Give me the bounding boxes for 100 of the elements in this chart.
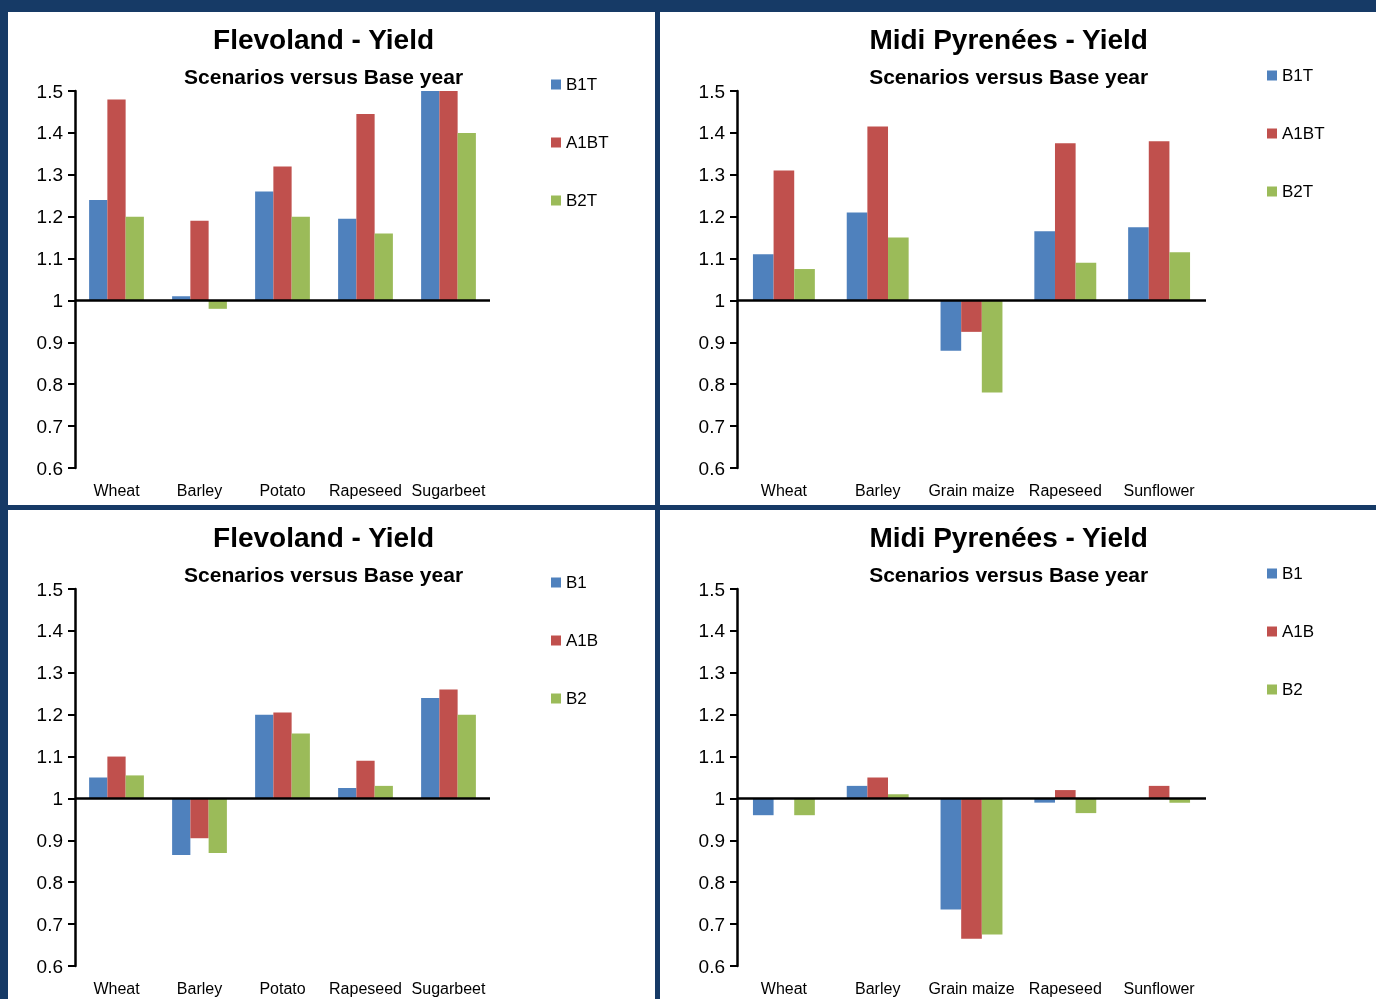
x-tick-label: Wheat bbox=[93, 481, 141, 499]
x-tick-label: Wheat bbox=[93, 979, 141, 997]
y-tick-label: 0.6 bbox=[698, 955, 725, 977]
y-tick-label: 1.3 bbox=[698, 164, 725, 186]
y-tick-label: 1.1 bbox=[36, 248, 63, 270]
y-tick-label: 1.5 bbox=[36, 578, 63, 600]
bar bbox=[1148, 141, 1170, 301]
legend-label: A1B bbox=[1282, 622, 1315, 641]
x-tick-label: Barley bbox=[855, 481, 901, 499]
x-tick-label: Sunflower bbox=[1123, 481, 1196, 499]
chart-subtitle: Scenarios versus Base year bbox=[184, 65, 464, 88]
bar bbox=[1128, 227, 1149, 301]
y-tick-label: 1.2 bbox=[698, 704, 725, 726]
bar bbox=[125, 216, 144, 301]
x-tick-label: Barley bbox=[176, 979, 223, 997]
y-tick-label: 0.7 bbox=[698, 913, 725, 935]
y-tick-label: 1.4 bbox=[698, 122, 726, 144]
bar bbox=[208, 798, 227, 853]
y-tick-label: 1.1 bbox=[36, 746, 63, 768]
bar bbox=[291, 733, 310, 799]
y-tick-label: 1.5 bbox=[698, 578, 725, 600]
y-tick-label: 1.2 bbox=[698, 206, 725, 228]
y-tick-label: 0.8 bbox=[36, 871, 63, 893]
x-tick-label: Rapeseed bbox=[1028, 979, 1102, 997]
x-tick-label: Grain maize bbox=[928, 979, 1015, 997]
y-tick-label: 1.3 bbox=[698, 662, 725, 684]
chart-title: Midi Pyrenées - Yield bbox=[869, 23, 1148, 55]
legend-label: A1BT bbox=[566, 133, 609, 152]
bar bbox=[255, 191, 274, 301]
y-tick-label: 0.6 bbox=[36, 955, 63, 977]
y-tick-label: 1.2 bbox=[36, 704, 63, 726]
bar bbox=[89, 777, 108, 799]
chart-title: Midi Pyrenées - Yield bbox=[869, 521, 1148, 553]
bar bbox=[940, 300, 962, 351]
bar bbox=[752, 254, 774, 301]
y-tick-label: 1.3 bbox=[36, 164, 63, 186]
y-tick-label: 0.7 bbox=[36, 913, 63, 935]
bar bbox=[255, 714, 274, 799]
bar bbox=[273, 712, 292, 799]
y-tick-label: 1 bbox=[714, 289, 725, 311]
legend-label: A1BT bbox=[1282, 124, 1325, 143]
y-tick-label: 0.9 bbox=[698, 331, 725, 353]
bar bbox=[981, 798, 1003, 935]
y-tick-label: 0.8 bbox=[36, 373, 63, 395]
legend-label: A1B bbox=[566, 631, 599, 650]
bar bbox=[190, 798, 209, 839]
legend-label: B2 bbox=[566, 689, 587, 708]
x-tick-label: Sugarbeet bbox=[411, 979, 486, 997]
bar bbox=[107, 756, 126, 799]
legend-label: B1 bbox=[566, 573, 587, 592]
y-tick-label: 1.5 bbox=[698, 80, 725, 102]
bar bbox=[291, 216, 310, 301]
bar bbox=[421, 697, 440, 799]
bar bbox=[439, 689, 458, 799]
chart-subtitle: Scenarios versus Base year bbox=[869, 563, 1149, 586]
y-tick-label: 1.5 bbox=[36, 80, 63, 102]
legend-label: B2T bbox=[566, 191, 598, 210]
x-tick-label: Rapeseed bbox=[329, 481, 402, 499]
bar bbox=[356, 760, 375, 799]
bar bbox=[356, 114, 375, 301]
bar bbox=[981, 300, 1003, 393]
chart-title: Flevoland - Yield bbox=[213, 521, 435, 553]
y-tick-label: 1.1 bbox=[698, 248, 725, 270]
bar bbox=[457, 714, 476, 799]
legend-label: B1 bbox=[1282, 564, 1303, 583]
bar bbox=[421, 91, 440, 301]
x-tick-label: Barley bbox=[176, 481, 223, 499]
bar bbox=[338, 218, 357, 301]
bar bbox=[89, 199, 108, 301]
y-tick-label: 1 bbox=[52, 289, 63, 311]
y-tick-label: 0.9 bbox=[36, 331, 63, 353]
y-tick-label: 0.7 bbox=[698, 415, 725, 437]
bar bbox=[457, 132, 476, 301]
bar bbox=[888, 237, 909, 301]
y-tick-label: 1.4 bbox=[698, 620, 726, 642]
x-tick-label: Sugarbeet bbox=[411, 481, 486, 499]
bar bbox=[273, 166, 292, 301]
bar bbox=[1034, 231, 1055, 301]
y-tick-label: 0.8 bbox=[698, 871, 725, 893]
y-tick-label: 0.7 bbox=[36, 415, 63, 437]
bar bbox=[961, 798, 982, 939]
bar bbox=[940, 798, 962, 910]
chart-subtitle: Scenarios versus Base year bbox=[869, 65, 1149, 88]
y-tick-label: 0.6 bbox=[698, 457, 725, 479]
bar bbox=[867, 126, 889, 301]
x-tick-label: Barley bbox=[855, 979, 901, 997]
bar bbox=[961, 300, 982, 332]
bar bbox=[1054, 143, 1076, 301]
y-tick-label: 0.9 bbox=[698, 829, 725, 851]
legend-label: B1T bbox=[566, 75, 598, 94]
bar bbox=[374, 233, 393, 301]
y-tick-label: 1 bbox=[714, 787, 725, 809]
x-tick-label: Sunflower bbox=[1123, 979, 1196, 997]
bar bbox=[439, 91, 458, 301]
bar bbox=[773, 170, 795, 301]
bar bbox=[1169, 252, 1191, 301]
x-tick-label: Rapeseed bbox=[1028, 481, 1102, 499]
legend-label: B2 bbox=[1282, 680, 1303, 699]
bar bbox=[867, 777, 889, 799]
y-tick-label: 1.4 bbox=[36, 620, 64, 642]
